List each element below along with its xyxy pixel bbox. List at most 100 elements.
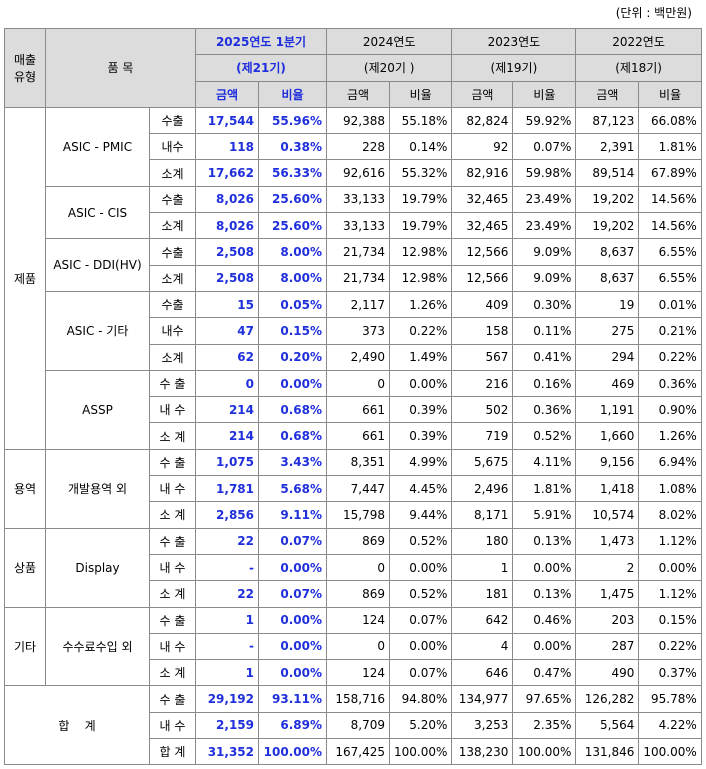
- amount-cell: 22: [195, 580, 259, 608]
- ratio-cell: 0.39%: [388, 422, 453, 450]
- amount-cell: 1,473: [575, 527, 640, 555]
- ratio-cell: 8.00%: [258, 264, 327, 292]
- ratio-cell: 6.89%: [258, 711, 327, 740]
- amount-cell: 567: [451, 343, 514, 371]
- table-row: 내 수 1,781 5.68% 7,447 4.45% 2,496 1.81% 1,418 1.…: [5, 475, 702, 503]
- ratio-cell: 0.00%: [388, 369, 453, 398]
- ratio-cell: 0.05%: [258, 290, 327, 319]
- amount-cell: 228: [326, 133, 390, 161]
- amount-cell: 31,352: [195, 738, 259, 766]
- amount-cell: 118: [195, 133, 259, 161]
- header-period-term: (제20기 ): [325, 54, 453, 82]
- amount-cell: 17,662: [195, 159, 259, 187]
- table-row: 제품 ASIC - PMIC 수출 17,544 55.96% 92,388 55.18% 8…: [4, 106, 702, 450]
- product-name-cell: ASSP: [45, 369, 150, 450]
- amount-cell: 8,026: [195, 212, 259, 240]
- amount-cell: 1: [195, 606, 259, 634]
- amount-cell: 1,781: [195, 475, 259, 503]
- ratio-cell: 0.00%: [512, 553, 577, 582]
- amount-cell: 22: [195, 527, 259, 555]
- table-row: 내 수 -0.00% 0 0.00% 1 0.00% 2 0.00%: [5, 553, 702, 582]
- total-label-cell: 합 계: [4, 685, 150, 766]
- amount-cell: 87,123: [575, 106, 640, 135]
- ratio-cell: 0.46%: [512, 606, 577, 634]
- amount-cell: 4: [451, 632, 514, 661]
- amount-cell: 203: [575, 606, 640, 634]
- amount-cell: 1,660: [575, 422, 640, 450]
- ratio-cell: 5.20%: [388, 711, 453, 740]
- ratio-cell: 3.43%: [258, 448, 327, 477]
- amount-cell: 167,425: [326, 738, 390, 766]
- header-amount: 금액: [195, 80, 259, 108]
- amount-cell: 0: [195, 369, 259, 398]
- ratio-cell: 0.37%: [638, 659, 702, 687]
- total-row: 내 수 2,159 6.89% 8,709 5.20% 3,253 2.35% 5,564 4.…: [5, 711, 702, 740]
- amount-cell: 89,514: [575, 159, 640, 187]
- ratio-cell: 55.96%: [258, 106, 327, 135]
- ratio-cell: 1.81%: [638, 133, 702, 161]
- row-kind-cell: 내 수: [149, 396, 196, 424]
- row-kind-cell: 수출: [149, 185, 196, 214]
- amount-cell: 1,075: [195, 448, 259, 477]
- ratio-cell: 0.52%: [388, 527, 453, 555]
- row-kind-cell: 소계: [149, 264, 196, 292]
- ratio-cell: 55.18%: [388, 106, 453, 135]
- amount-cell: 0: [326, 632, 390, 661]
- header-period-year: 2023연도: [451, 27, 577, 56]
- ratio-cell: 0.00%: [388, 632, 453, 661]
- amount-cell: 8,709: [326, 711, 390, 740]
- table-row: 내 수 214 0.68% 661 0.39% 502 0.36% 1,191 0.90%: [5, 396, 702, 424]
- product-name-cell: ASIC - PMIC: [45, 106, 150, 187]
- sales-type-cell: 상품: [4, 527, 46, 608]
- row-kind-cell: 소 계: [149, 422, 196, 450]
- header-period-year: 2022연도: [575, 27, 702, 56]
- amount-cell: 3,253: [451, 711, 514, 740]
- table-row: 소계 62 0.20% 2,490 1.49% 567 0.41% 294 0.22%: [5, 343, 702, 371]
- ratio-cell: 97.65%: [512, 685, 577, 713]
- ratio-cell: 1.12%: [638, 527, 702, 555]
- amount-cell: 181: [451, 580, 514, 608]
- amount-cell: 2,496: [451, 475, 514, 503]
- ratio-cell: 9.44%: [388, 501, 453, 529]
- ratio-cell: 93.11%: [258, 685, 327, 713]
- row-kind-cell: 수출: [149, 106, 196, 135]
- ratio-cell: 0.00%: [258, 632, 327, 661]
- header-row-measure: 금액 비율 금액 비율 금액 비율 금액 비율: [5, 80, 702, 108]
- row-kind-cell: 소계: [149, 212, 196, 240]
- amount-cell: 19: [575, 290, 640, 319]
- amount-cell: 82,824: [451, 106, 514, 135]
- ratio-cell: 14.56%: [638, 185, 702, 214]
- amount-cell: 502: [451, 396, 514, 424]
- amount-cell: 15,798: [326, 501, 390, 529]
- table-row: ASIC - DDI(HV) 수출 2,508 8.00% 21,734 12.98% 12…: [5, 238, 702, 292]
- row-kind-cell: 수 출: [149, 527, 196, 555]
- ratio-cell: 9.09%: [512, 264, 577, 292]
- amount-cell: 32,465: [451, 212, 514, 240]
- ratio-cell: 23.49%: [512, 185, 577, 214]
- ratio-cell: 0.52%: [388, 580, 453, 608]
- ratio-cell: 94.80%: [388, 685, 453, 713]
- ratio-cell: 0.22%: [388, 317, 453, 345]
- ratio-cell: 5.91%: [512, 501, 577, 529]
- ratio-cell: 2.35%: [512, 711, 577, 740]
- ratio-cell: 1.26%: [388, 290, 453, 319]
- row-kind-cell: 내수: [149, 317, 196, 345]
- ratio-cell: 0.15%: [258, 317, 327, 345]
- ratio-cell: 0.68%: [258, 422, 327, 450]
- amount-cell: 409: [451, 290, 514, 319]
- row-kind-cell: 소 계: [149, 580, 196, 608]
- ratio-cell: 56.33%: [258, 159, 327, 187]
- ratio-cell: 0.30%: [512, 290, 577, 319]
- ratio-cell: 1.12%: [638, 580, 702, 608]
- ratio-cell: 0.07%: [512, 133, 577, 161]
- table-header: 매출 유형 품 목 2025연도 1분기 2024연도 2023연도 2022연도 (제21…: [4, 27, 702, 108]
- row-kind-cell: 소 계: [149, 501, 196, 529]
- header-amount: 금액: [326, 80, 390, 108]
- ratio-cell: 0.15%: [638, 606, 702, 634]
- amount-cell: 1: [451, 553, 514, 582]
- ratio-cell: 0.39%: [388, 396, 453, 424]
- amount-cell: 661: [326, 422, 390, 450]
- product-name-cell: ASIC - CIS: [45, 185, 150, 240]
- amount-cell: 92,616: [326, 159, 390, 187]
- amount-cell: -: [195, 553, 259, 582]
